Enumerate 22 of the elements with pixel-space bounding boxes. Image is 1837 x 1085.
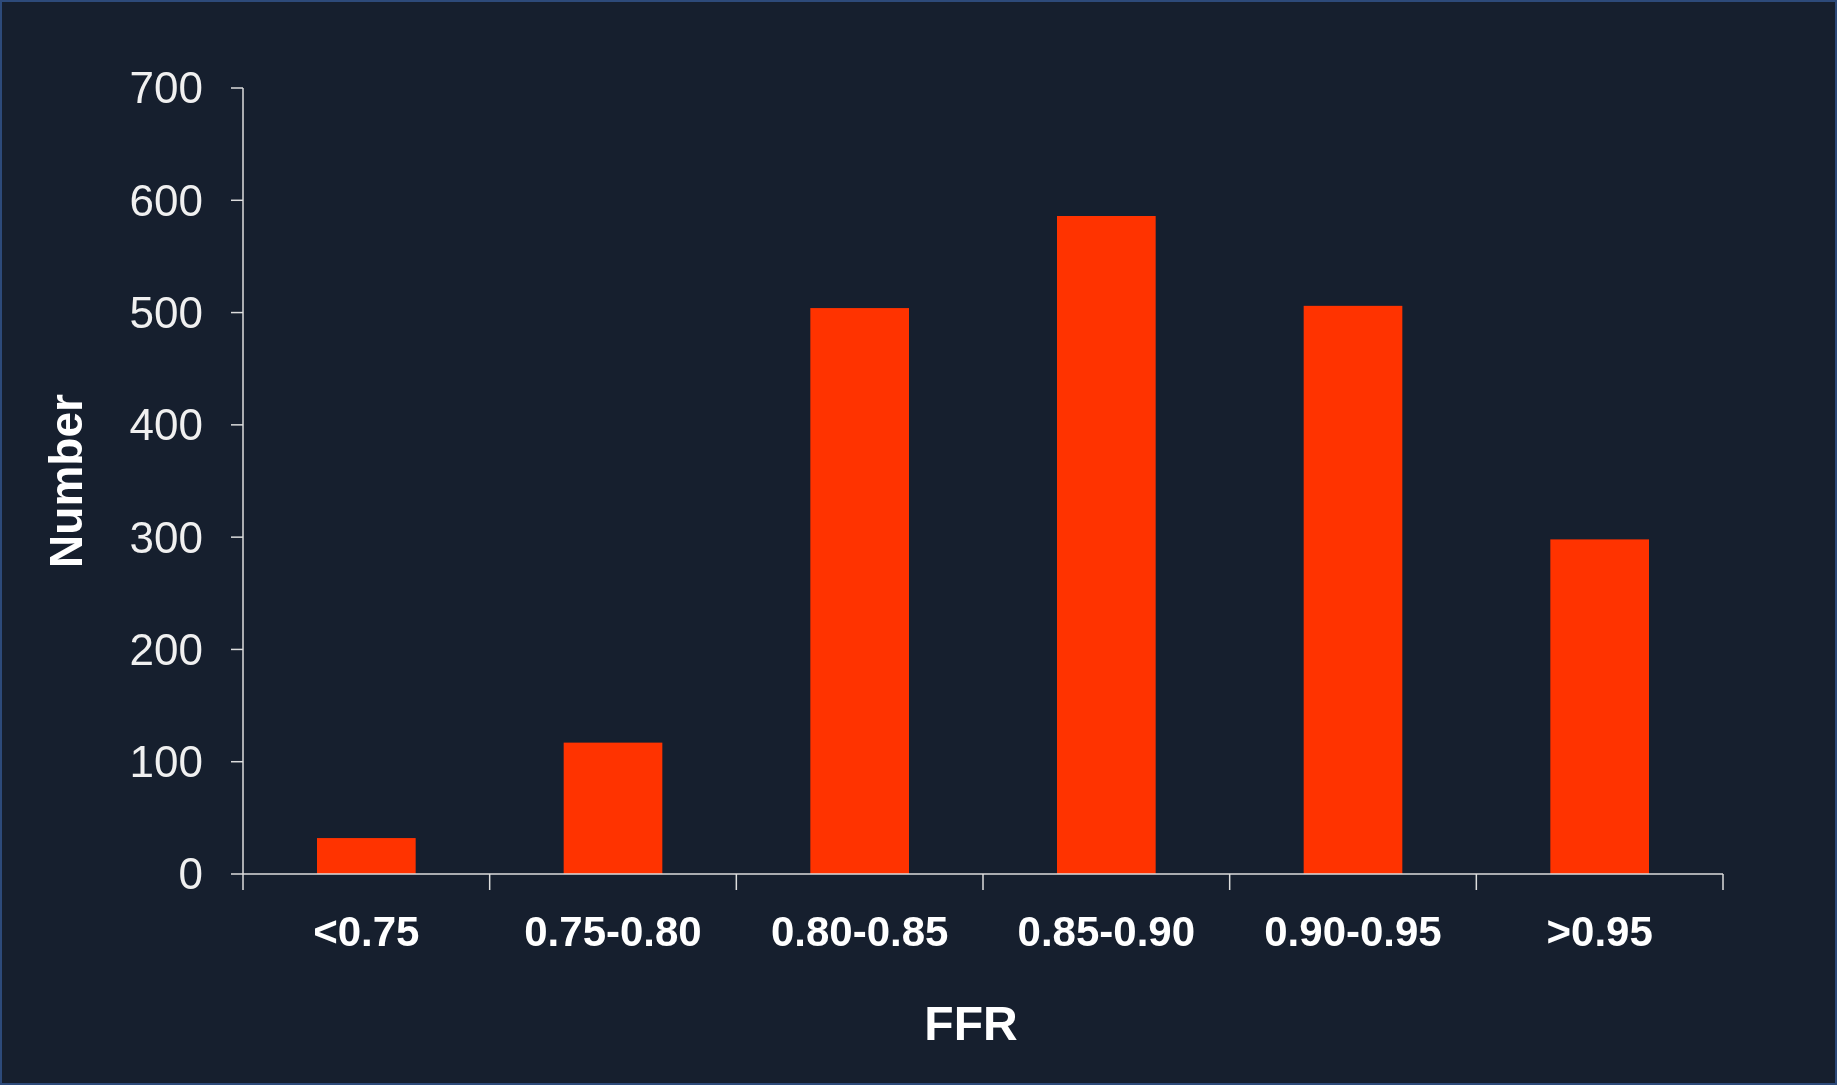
x-tick-label: 0.85-0.90 xyxy=(1017,908,1196,955)
y-tick-label: 0 xyxy=(178,849,203,899)
y-tick-label: 600 xyxy=(129,175,203,225)
y-tick-label: 300 xyxy=(129,512,203,562)
y-tick-label: 200 xyxy=(129,624,203,674)
y-tick-label: 100 xyxy=(129,737,203,787)
bar xyxy=(810,308,909,874)
x-tick-label: <0.75 xyxy=(313,908,420,955)
x-tick-label: 0.75-0.80 xyxy=(524,908,702,955)
bar xyxy=(563,742,663,874)
x-tick-label: 0.80-0.85 xyxy=(770,908,949,955)
bar xyxy=(1550,539,1649,874)
y-tick-label: 400 xyxy=(129,400,203,450)
y-tick-label: 700 xyxy=(129,63,203,113)
x-tick-label: 0.90-0.95 xyxy=(1264,908,1442,955)
x-tick-label: >0.95 xyxy=(1546,908,1653,955)
bar xyxy=(1057,216,1156,874)
bar xyxy=(1303,305,1403,874)
y-tick-label: 500 xyxy=(129,287,203,337)
bar xyxy=(317,838,416,874)
y-axis-title: Number xyxy=(40,394,92,568)
x-axis-title: FFR xyxy=(924,997,1018,1050)
